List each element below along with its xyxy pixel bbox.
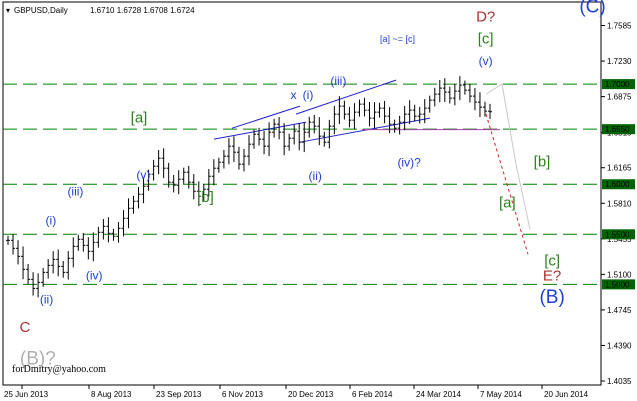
x-tick-label: 20 Jun 2014 xyxy=(544,390,589,399)
wave-label: (B) xyxy=(539,287,564,308)
header-ohlc: 1.6710 1.6728 1.6708 1.6724 xyxy=(90,6,195,15)
wave-label: (ii) xyxy=(40,292,53,306)
level-tags: 1.7000 1.6550 1.6000 1.5500 1.5000 xyxy=(602,79,635,290)
x-tick-label: 24 Mar 2014 xyxy=(416,390,461,399)
wave-label: [c] xyxy=(478,31,494,48)
wave-label: (i) xyxy=(303,88,314,102)
level-tag-bg xyxy=(602,179,635,190)
x-tick-label: 8 Aug 2013 xyxy=(91,390,132,399)
y-tick-label: 1.7230 xyxy=(607,57,632,66)
forecast-path-grey xyxy=(485,83,531,230)
wave-label: [a] xyxy=(131,110,148,127)
wave-label: (iv) xyxy=(86,268,103,282)
level-tag-bg xyxy=(602,79,635,90)
x-tick-label: 23 Sep 2013 xyxy=(156,390,202,399)
wave-label: [b] xyxy=(197,189,214,206)
level-tag-bg xyxy=(602,124,635,135)
x-tick-label: 25 Jun 2013 xyxy=(4,390,49,399)
wave-label: E? xyxy=(543,267,561,284)
wave-labels: (C) D? [c] (v) [a] ~= [c] (iii) x (i) (iv)? (ii) [… xyxy=(19,0,605,369)
x-tick-label: 20 Dec 2013 xyxy=(288,390,334,399)
header-symbol: GBPUSD,Daily xyxy=(14,6,68,15)
y-tick-label: 1.7585 xyxy=(607,22,632,31)
wave-label: (v) xyxy=(479,54,493,68)
level-tag-label: 1.5000 xyxy=(605,280,630,289)
x-tick-label: 6 Nov 2013 xyxy=(222,390,263,399)
x-tick-label: 6 Feb 2014 xyxy=(352,390,393,399)
forecast-paths xyxy=(485,83,531,255)
wave-label: [a] ~= [c] xyxy=(380,34,415,44)
wave-label: C xyxy=(19,319,30,336)
channel-line-upper-1 xyxy=(231,105,301,129)
wave-label: (ii) xyxy=(309,169,322,183)
y-tick-label: 1.5100 xyxy=(607,270,632,279)
wave-label: (iii) xyxy=(330,74,346,88)
y-tick-label: 1.6875 xyxy=(607,93,632,102)
channel-line-lower-1 xyxy=(213,121,307,140)
wave-label: [a] xyxy=(499,194,516,211)
wave-label: [b] xyxy=(534,154,551,171)
x-axis: 25 Jun 2013 8 Aug 2013 23 Sep 2013 6 Nov 20… xyxy=(4,385,589,399)
level-tag-label: 1.6550 xyxy=(605,125,630,134)
watermark: forDmitry@yahoo.com xyxy=(12,364,106,375)
wave-label: (iii) xyxy=(67,184,83,198)
y-tick-label: 1.4390 xyxy=(607,341,632,350)
channel-line-upper-2 xyxy=(295,79,397,115)
wave-label: (iv)? xyxy=(397,156,421,170)
y-tick-label: 1.6165 xyxy=(607,164,632,173)
level-tag-label: 1.6000 xyxy=(605,180,630,189)
wave-label: (C) xyxy=(579,0,605,18)
wave-label: x xyxy=(291,88,297,102)
wave-label: (v) xyxy=(136,168,150,182)
forecast-path-red xyxy=(485,114,529,255)
y-tick-label: 1.4745 xyxy=(607,306,632,315)
price-bars xyxy=(6,76,492,298)
level-tag-label: 1.7000 xyxy=(605,80,630,89)
trend-lines xyxy=(213,79,500,143)
wave-label: [c] xyxy=(544,252,560,269)
wave-label: D? xyxy=(476,9,495,26)
y-tick-label: 1.5810 xyxy=(607,199,632,208)
level-tag-bg xyxy=(602,229,635,240)
header-symbol-icon: ▾ xyxy=(6,6,10,15)
channel-line-lower-2 xyxy=(299,117,431,143)
wave-label: (B)? xyxy=(20,348,56,369)
level-tag-label: 1.5500 xyxy=(605,230,630,239)
x-tick-label: 7 May 2014 xyxy=(480,390,522,399)
y-tick-label: 1.4035 xyxy=(607,377,632,386)
y-tick-label: 1.5455 xyxy=(607,235,632,244)
plot-frame xyxy=(2,1,602,386)
wave-label: (i) xyxy=(46,213,57,227)
level-tag-bg xyxy=(602,279,635,290)
